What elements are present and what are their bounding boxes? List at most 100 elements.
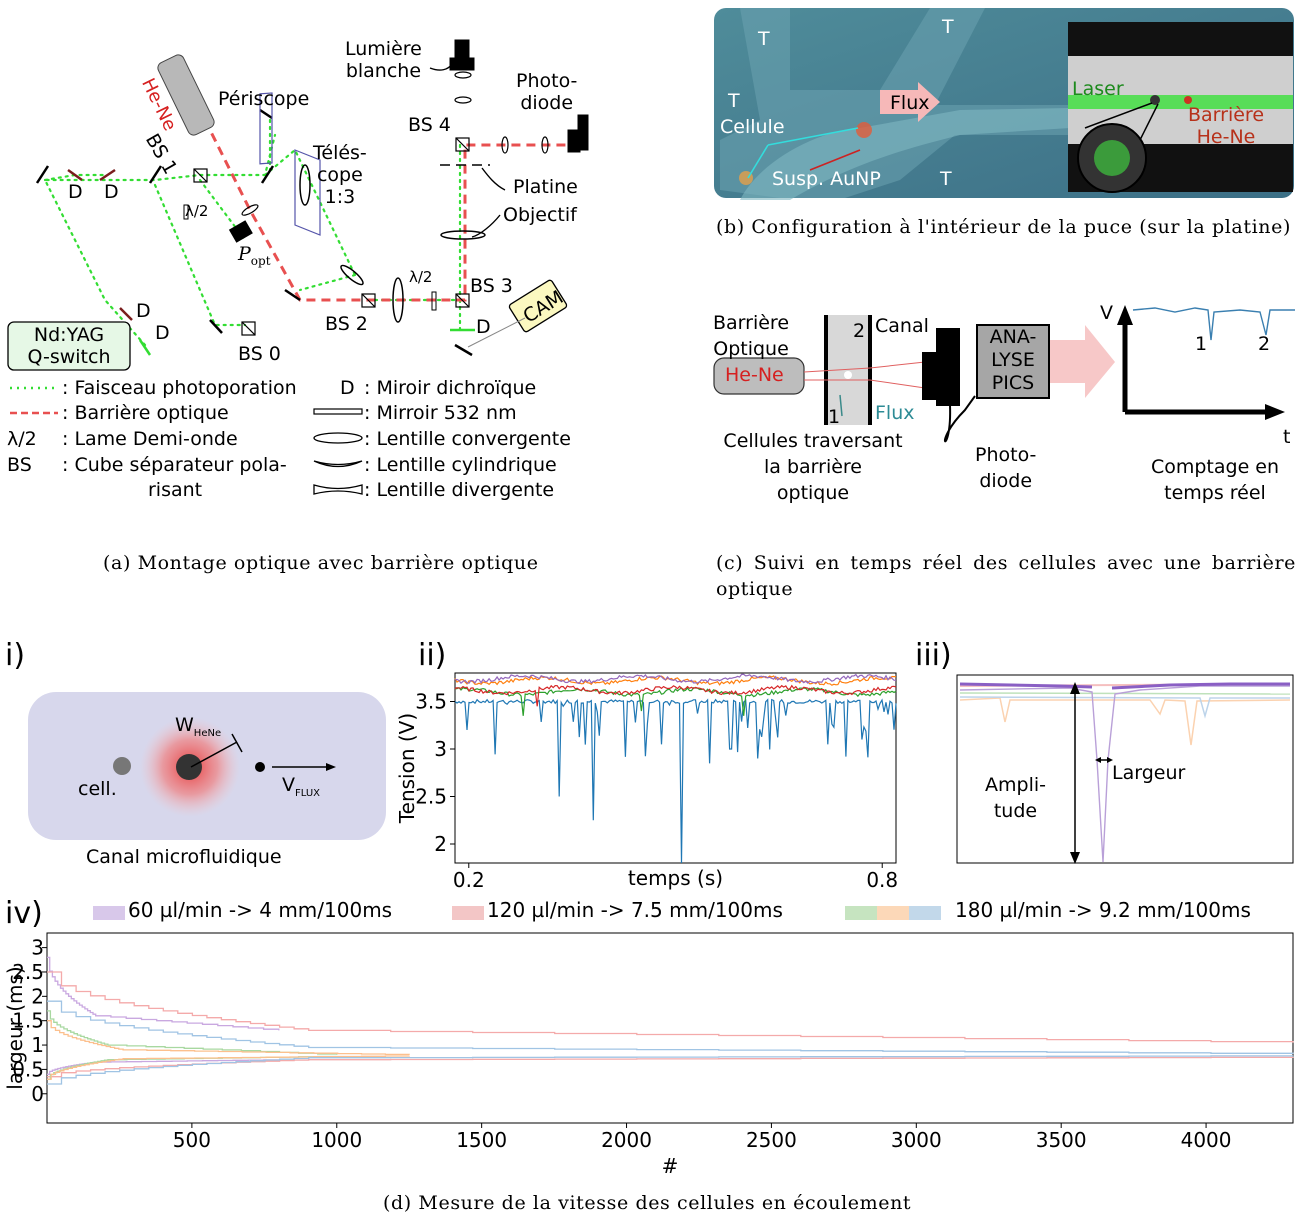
telescope-label: Télés- cope 1:3 [313,142,367,208]
voltage-trace-plot: 0.2 0.8 2 2.5 3 3.5 temps (s) Tension (V) [395,672,898,892]
subpanel-i-tag: i) [5,638,26,673]
plot-ii-frame [454,672,897,864]
photodiode-c-label: Photo- diode [975,444,1037,492]
legend-swatch-2-1 [877,906,909,920]
x-tick-label-1: 0.8 [866,868,898,892]
trace-series-0 [454,698,897,864]
legend-120: 120 µl/min -> 7.5 mm/100ms [487,898,783,922]
legend-bs-sym: BS [7,454,32,476]
analyse-label: ANA- LYSE PICS [989,326,1037,394]
iv-y-tick-label-6: 3 [31,936,44,960]
objectif-label: Objectif [503,204,577,226]
peak-1-label: 1 [1195,333,1208,355]
susp-label: Susp. AuNP [772,168,881,190]
width-series-2-upper [47,1010,338,1055]
width-series-3-lower [47,1055,410,1080]
t-label-4: T [940,168,952,190]
iv-x-tick-label-4: 2500 [746,1128,797,1152]
iv-y-tick-label-1: 0.5 [12,1057,44,1081]
legend-mirror: : Mirroir 532 nm [364,402,517,424]
y-tick-label-2: 3 [434,737,447,761]
legend-halfwave: : Lame Demi-onde [62,428,238,450]
iv-x-tick-label-1: 1000 [311,1128,362,1152]
cellule-label: Cellule [720,116,785,138]
trace-series-2 [454,684,897,707]
legend-180: 180 µl/min -> 9.2 mm/100ms [955,898,1251,922]
width-series-0-upper [47,956,280,1031]
legend-swatch-2-0 [845,906,877,920]
platine-label: Platine [513,176,578,198]
tracking-schematic [713,305,1295,443]
cell-label: cell. [78,778,117,800]
vflux-label: VFLUX [282,774,320,799]
legend-cyl: : Lentille cylindrique [364,454,557,476]
width-series-3-upper [47,1020,410,1056]
microfluidic-channel-label: Canal microfluidique [86,846,282,868]
width-series-4-lower [47,1055,1294,1085]
cell-1-label: 1 [828,406,841,428]
cells-crossing-label: Cellules traversant la barrière optique [723,430,903,504]
iv-x-tick-label-0: 500 [173,1128,211,1152]
caption-d: (d) Mesure de la vitesse des cellules en… [383,1192,912,1214]
ndyag-label: Nd:YAG Q-switch [27,324,111,368]
legend-swatches [93,906,941,920]
legend-dichroic: : Miroir dichroïque [364,377,537,399]
plot-iv-frame [46,932,1294,1124]
dip-zoom-plot [956,674,1294,864]
t-label-1: T [758,28,770,50]
iv-y-axis-title: largeur (ms) [3,966,27,1089]
peak-2-label: 2 [1258,333,1271,355]
y-tick-label-0: 2 [434,832,447,856]
iv-x-tick-label-5: 3000 [891,1128,942,1152]
lambda2-label-2: λ/2 [409,268,433,286]
iv-y-tick-label-0: 0 [31,1082,44,1106]
iv-x-tick-label-2: 1500 [456,1128,507,1152]
realtime-count-label: Comptage en temps réel [1150,456,1280,504]
legend-bs-cont: risant [148,479,203,501]
whene-label: WHeNe [175,714,222,739]
y-axis-title: Tension (V) [395,713,419,824]
legend-d-sym: D [340,377,355,399]
caption-c: (c) Suivi en temps réel des cellules ave… [716,552,1296,600]
x-axis-title: temps (s) [628,866,723,890]
caption-a: (a) Montage optique avec barrière optiqu… [103,552,539,574]
legend-bs: : Cube séparateur pola- [62,454,287,476]
v-axis-label: V [1100,302,1113,324]
iv-x-tick-label-7: 4000 [1181,1128,1232,1152]
trace-series-4 [454,673,897,685]
x-tick-label-0: 0.2 [453,868,485,892]
subpanel-iii-tag: iii) [915,638,952,673]
cell-2-label: 2 [853,320,866,342]
canal-label: Canal [875,315,929,337]
legend-conv: : Lentille convergente [364,428,571,450]
legend-swatch-0-0 [93,906,125,920]
subpanel-ii-tag: ii) [418,638,447,673]
legend-div: : Lentille divergente [364,479,555,501]
iv-y-tick-label-4: 2 [31,984,44,1008]
legend-60: 60 µl/min -> 4 mm/100ms [128,898,393,922]
chip-image [714,8,1294,200]
dichroic-label-4: D [155,322,170,344]
legend-lambda-sym: λ/2 [7,428,37,450]
white-light-label: Lumière blanche [345,38,422,82]
flux-c-label: Flux [875,402,915,424]
bs3-label: BS 3 [470,275,513,297]
lambda2-label-1: λ/2 [185,202,209,220]
trace-series-3 [454,675,896,686]
photodiode-label: Photo- diode [516,70,578,114]
legend-barrier: : Barrière optique [62,402,229,424]
popt-label: Popt [238,243,271,268]
iv-y-tick-label-3: 1.5 [12,1009,44,1033]
largeur-label: Largeur [1112,762,1186,784]
t-label-2: T [942,16,954,38]
iv-x-axis-title: # [662,1154,679,1178]
dichroic-label-2: D [104,181,119,203]
optical-barrier-label: Barrière Optique [713,312,790,360]
iv-x-tick-label-6: 3500 [1036,1128,1087,1152]
channel-schematic [28,692,386,840]
subpanel-iv-tag: iv) [5,896,43,931]
legend-swatch-1-0 [452,906,484,920]
y-tick-label-3: 3.5 [415,690,447,714]
dichroic-label-5: D [476,316,491,338]
